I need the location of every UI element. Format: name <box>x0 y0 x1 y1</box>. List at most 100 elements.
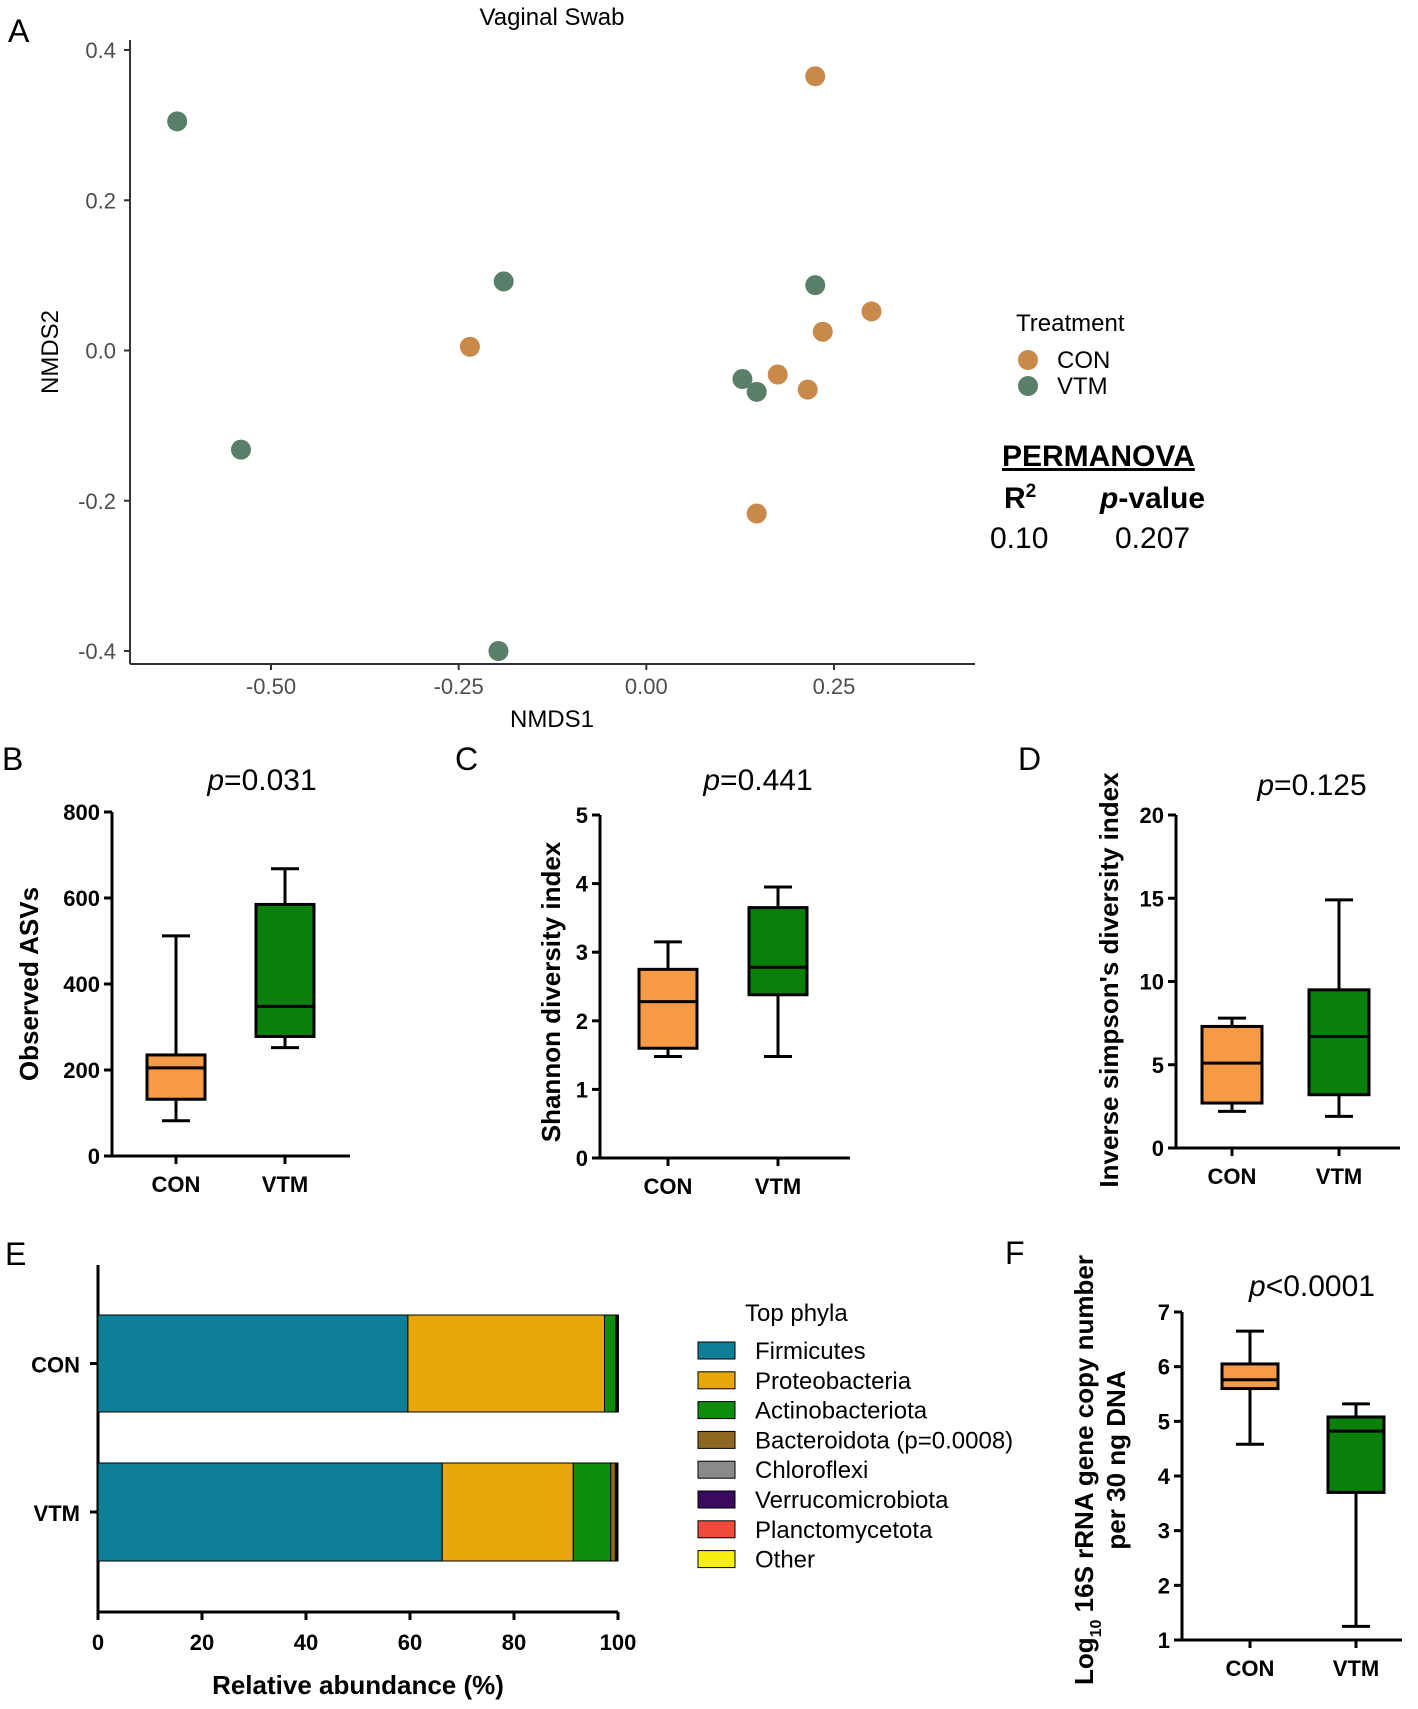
box-vtm-iqr <box>1326 1415 1386 1494</box>
permanova-header: PERMANOVA <box>1002 440 1195 473</box>
panel-d-y-tick-label: 15 <box>1140 886 1164 911</box>
data-point-con <box>861 301 882 322</box>
panel-f-y-tick-label: 5 <box>1158 1409 1170 1434</box>
panel-c-y-tick-label: 2 <box>576 1009 588 1034</box>
panel-a-x-tick-label: 0.00 <box>625 674 668 699</box>
panel-f-y-tick-label: 4 <box>1158 1464 1171 1489</box>
box-con-iqr <box>1200 1024 1264 1105</box>
panel-d-x-tick-label: VTM <box>1316 1164 1362 1189</box>
panel-d-boxplot: D p=0.125 0 5 10 15 20 CON VTM Inverse simpso… <box>1018 741 1400 1189</box>
p-value: 0.207 <box>1115 522 1190 555</box>
panel-a-x-tick-label: -0.25 <box>434 674 484 699</box>
box-vtm-iqr <box>1307 988 1371 1097</box>
data-point-vtm <box>746 381 767 402</box>
legend-swatch <box>697 1341 736 1360</box>
panel-b-boxplot: B p=0.031 0 200 400 600 800 CON VTM Observed … <box>2 741 350 1197</box>
panel-c-y-tick-label: 0 <box>576 1146 588 1171</box>
legend-swatch <box>697 1371 736 1390</box>
panel-a-x-tick-label: -0.50 <box>246 674 296 699</box>
data-point-vtm <box>230 439 251 460</box>
box-con-iqr <box>637 967 699 1050</box>
data-point-con <box>746 503 767 524</box>
panel-f-y-tick-label: 7 <box>1158 1300 1170 1325</box>
panel-b-y-label: Observed ASVs <box>14 887 44 1081</box>
panel-e-x-tick-label: 100 <box>600 1630 637 1655</box>
bar-segment-vtm <box>616 1462 619 1562</box>
panel-c-x-tick-label: VTM <box>755 1174 801 1199</box>
legend-swatch <box>697 1490 736 1509</box>
panel-f-p-value: p<0.0001 <box>1248 1270 1375 1303</box>
legend-swatch <box>697 1460 736 1479</box>
panel-f-y-tick-label: 1 <box>1158 1628 1170 1653</box>
box-con-iqr <box>145 1053 207 1101</box>
legend-label: Actinobacteriota <box>755 1398 928 1425</box>
data-point-vtm <box>488 641 509 661</box>
data-point-vtm <box>167 111 188 132</box>
panel-e-x-tick-label: 40 <box>294 1630 318 1655</box>
panel-c-y-tick-label: 4 <box>576 872 589 897</box>
r2-value: 0.10 <box>990 522 1048 555</box>
panel-e-category-label: CON <box>31 1353 80 1378</box>
panel-a-y-label: NMDS2 <box>37 310 64 394</box>
legend-swatch <box>697 1550 736 1569</box>
panel-a-legend: Treatment CON VTM <box>1016 310 1125 400</box>
legend-label: Bacteroidota (p=0.0008) <box>755 1427 1013 1454</box>
panel-e-label: E <box>5 1236 26 1272</box>
data-point-con <box>812 321 833 342</box>
panel-e-x-tick-label: 60 <box>398 1630 422 1655</box>
legend-label: Verrucomicrobiota <box>755 1487 949 1514</box>
data-point-vtm <box>493 271 514 292</box>
panel-c-p-value: p=0.441 <box>702 764 812 797</box>
panel-f-y-label-line2: per 30 ng DNA <box>1101 1370 1131 1549</box>
legend-title-treatment: Treatment <box>1016 310 1125 337</box>
legend-label: Proteobacteria <box>755 1368 912 1395</box>
data-point-con <box>459 336 480 357</box>
panel-f-y-tick-label: 3 <box>1158 1519 1170 1544</box>
legend-label-vtm: VTM <box>1057 373 1108 400</box>
panel-d-p-value: p=0.125 <box>1256 769 1366 802</box>
legend-swatch-con <box>1018 350 1038 370</box>
panel-f-y-label: Log10 16S rRNA gene copy number <box>1069 1255 1105 1685</box>
data-point-vtm <box>732 369 753 390</box>
panel-a-y-tick-label: 0.0 <box>85 339 116 364</box>
panel-f-label: F <box>1005 1235 1025 1271</box>
panel-e-category-label: VTM <box>34 1501 80 1526</box>
bar-segment-vtm <box>610 1462 616 1562</box>
panel-c-label: C <box>455 741 478 777</box>
panel-d-y-tick-label: 5 <box>1152 1053 1164 1078</box>
bar-segment-con <box>603 1314 617 1413</box>
bar-segment-con <box>407 1314 605 1413</box>
panel-a-label: A <box>8 13 30 49</box>
panel-d-y-tick-label: 20 <box>1140 803 1164 828</box>
data-point-con <box>805 66 826 87</box>
panel-a-y-tick-label: -0.4 <box>78 639 116 664</box>
panel-a-y-tick-label: 0.2 <box>85 188 116 213</box>
panel-d-y-tick-label: 10 <box>1140 970 1164 995</box>
panel-f-x-tick-label: VTM <box>1333 1656 1379 1681</box>
legend-label: Firmicutes <box>755 1338 866 1365</box>
legend-swatch <box>697 1520 736 1539</box>
panel-e-x-tick-label: 80 <box>502 1630 526 1655</box>
bar-segment-con <box>97 1314 409 1413</box>
permanova-stats: PERMANOVA R2 p-value 0.10 0.207 <box>990 440 1205 555</box>
panel-b-y-tick-label: 800 <box>63 800 100 825</box>
bar-segment-con <box>617 1314 619 1413</box>
panel-b-x-tick-label: VTM <box>262 1172 308 1197</box>
panel-d-y-label: Inverse simpson's diversity index <box>1094 772 1124 1188</box>
legend-swatch <box>697 1401 736 1420</box>
box-vtm-iqr <box>747 906 809 997</box>
panel-b-y-tick-label: 400 <box>63 972 100 997</box>
panel-b-y-tick-label: 0 <box>88 1144 100 1169</box>
panel-b-y-tick-label: 200 <box>63 1058 100 1083</box>
legend-label: Planctomycetota <box>755 1517 933 1544</box>
panel-b-label: B <box>2 741 23 777</box>
panel-d-x-tick-label: CON <box>1208 1164 1257 1189</box>
panel-a-x-tick-label: 0.25 <box>813 674 856 699</box>
bar-segment-vtm <box>572 1462 612 1562</box>
panel-c-y-tick-label: 1 <box>576 1077 588 1102</box>
panel-c-x-tick-label: CON <box>644 1174 693 1199</box>
panel-f-y-tick-label: 6 <box>1158 1355 1170 1380</box>
panel-e-x-label: Relative abundance (%) <box>212 1670 504 1700</box>
box-con-iqr <box>1220 1362 1280 1391</box>
